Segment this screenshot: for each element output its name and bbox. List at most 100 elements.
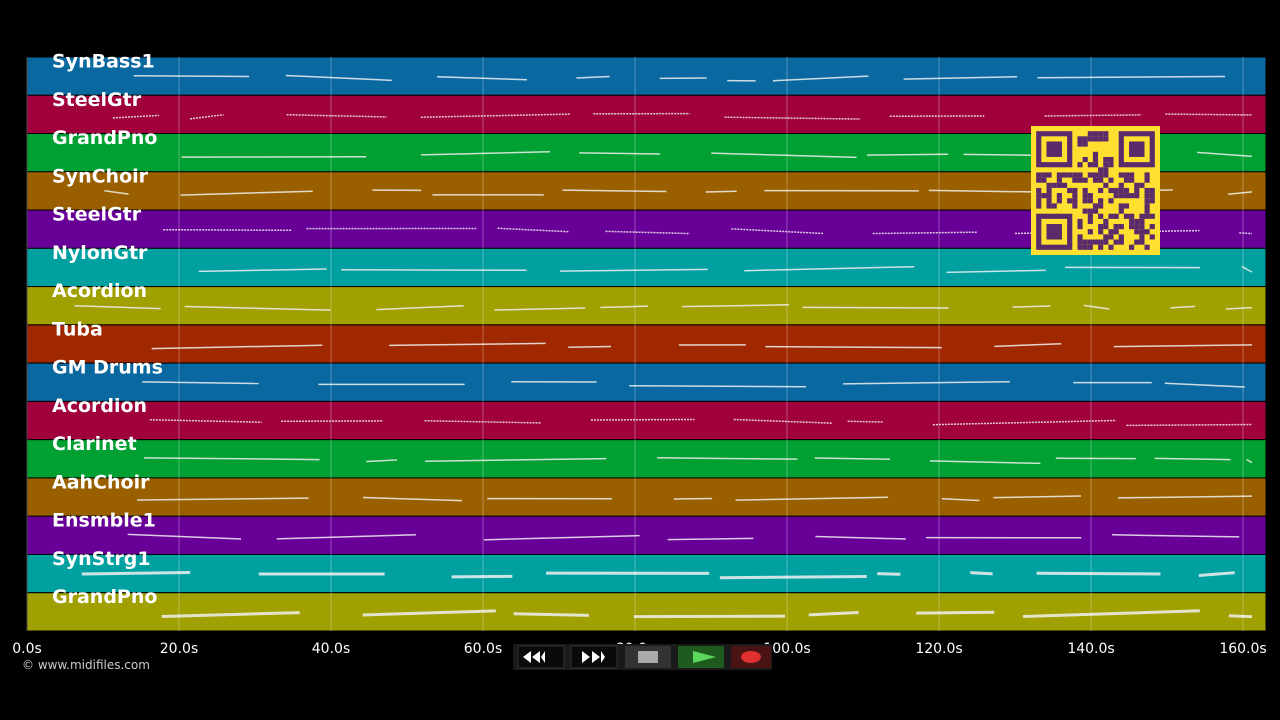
qr-cell — [1036, 172, 1042, 178]
rewind-button[interactable] — [517, 645, 565, 669]
qr-cell — [1087, 172, 1093, 178]
note-trace — [74, 305, 161, 310]
track-name: Acordion — [52, 395, 147, 417]
qr-cell — [1098, 229, 1104, 235]
note-trace — [744, 265, 915, 272]
note-trace — [929, 460, 1041, 465]
note-trace — [590, 418, 695, 421]
note-trace — [843, 380, 1010, 385]
track-name: SynChoir — [52, 165, 149, 187]
note-trace — [605, 230, 690, 235]
qr-cell — [1139, 218, 1145, 225]
qr-cell — [1098, 177, 1104, 183]
qr-cell — [1113, 193, 1119, 199]
note-trace — [112, 114, 160, 119]
qr-cell — [1098, 167, 1104, 173]
play-button[interactable] — [678, 646, 724, 668]
note-trace — [735, 496, 889, 501]
qr-finder — [1129, 141, 1145, 157]
stop-button[interactable] — [625, 646, 671, 668]
qr-cell — [1082, 141, 1088, 147]
qr-cell — [1036, 187, 1042, 194]
note-trace — [127, 533, 242, 540]
track-name: NylonGtr — [52, 242, 148, 264]
transport-controls — [513, 644, 772, 670]
qr-cell — [1129, 177, 1135, 183]
track-name: Ensmble1 — [52, 510, 156, 532]
qr-cell — [1092, 156, 1099, 163]
note-trace — [366, 459, 398, 463]
qr-cell — [1087, 162, 1093, 168]
qr-cell — [1036, 198, 1042, 204]
note-trace — [733, 418, 832, 424]
qr-cell — [1118, 203, 1124, 209]
qr-cell — [1118, 182, 1124, 188]
qr-cell — [1098, 244, 1104, 250]
qr-cell — [1149, 213, 1155, 219]
note-trace — [1225, 306, 1253, 310]
note-trace — [483, 534, 640, 541]
note-trace — [808, 611, 859, 617]
qr-cell — [1087, 218, 1093, 225]
note-trace — [1198, 571, 1235, 577]
note-trace — [667, 537, 754, 541]
qr-cell — [1092, 136, 1099, 142]
qr-cell — [1134, 218, 1140, 225]
qr-cell — [1139, 213, 1145, 219]
qr-cell — [1144, 244, 1150, 250]
track-name: GrandPno — [52, 586, 157, 608]
qr-cell — [1098, 203, 1104, 209]
qr-cell — [1092, 131, 1099, 137]
qr-cell — [1051, 182, 1057, 188]
track-name: SteelGtr — [52, 89, 142, 111]
qr-cell — [1046, 187, 1052, 194]
qr-cell — [1056, 182, 1062, 188]
qr-cell — [1077, 136, 1083, 142]
note-trace — [161, 611, 300, 618]
note-trace — [993, 495, 1082, 499]
qr-cell — [1144, 187, 1150, 194]
forward-button[interactable] — [570, 645, 618, 669]
note-trace — [562, 189, 667, 193]
qr-cell — [1108, 213, 1114, 219]
qr-finder — [1046, 224, 1062, 240]
qr-cell — [1056, 193, 1062, 199]
note-trace — [1170, 305, 1196, 309]
note-trace — [1036, 571, 1161, 576]
qr-cell — [1103, 234, 1109, 240]
qr-cell — [1046, 193, 1052, 199]
qr-cell — [1134, 239, 1140, 245]
qr-cell — [1103, 136, 1109, 142]
note-trace — [513, 612, 589, 617]
qr-cell — [1123, 213, 1130, 219]
qr-cell — [1082, 187, 1088, 194]
qr-cell — [1072, 172, 1078, 178]
qr-cell — [1098, 213, 1104, 219]
track-row — [26, 592, 1267, 632]
qr-cell — [1144, 203, 1150, 209]
qr-finder — [1046, 141, 1062, 157]
note-trace — [815, 535, 906, 540]
qr-cell — [1103, 167, 1109, 173]
qr-cell — [1092, 172, 1099, 178]
credit: © www.midifiles.com — [22, 658, 150, 672]
qr-cell — [1149, 224, 1155, 230]
time-tick-label: 40.0s — [312, 641, 350, 657]
qr-cell — [1061, 182, 1068, 188]
qr-cell — [1118, 208, 1124, 214]
qr-cell — [1144, 208, 1150, 214]
qr-cell — [1113, 213, 1119, 219]
qr-cell — [1108, 177, 1114, 183]
qr-cell — [1134, 187, 1140, 194]
qr-cell — [1092, 177, 1099, 183]
qr-code — [1031, 126, 1160, 255]
qr-cell — [1118, 239, 1124, 245]
note-trace — [866, 153, 949, 156]
record-button[interactable] — [731, 646, 771, 668]
track-row — [26, 477, 1267, 517]
note-trace — [814, 457, 891, 461]
qr-cell — [1113, 187, 1119, 194]
note-trace — [629, 384, 807, 388]
qr-cell — [1092, 162, 1099, 168]
qr-cell — [1123, 187, 1130, 194]
